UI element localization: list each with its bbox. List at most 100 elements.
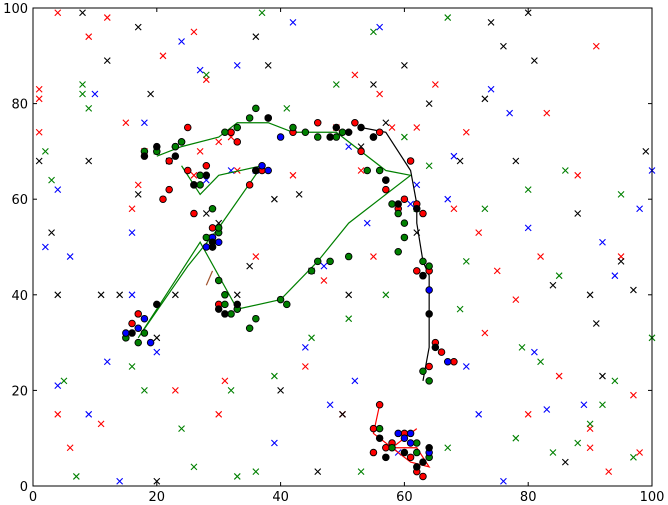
cross-point-red xyxy=(85,33,93,41)
track-marker-black xyxy=(382,453,390,462)
track-marker-green xyxy=(252,104,260,113)
track-marker-green xyxy=(221,300,229,309)
cross-point-blue xyxy=(345,143,353,151)
cross-point-black xyxy=(79,9,86,17)
track-marker-black xyxy=(369,133,378,141)
cross-point-black xyxy=(345,291,353,299)
cross-point-red xyxy=(54,9,62,17)
track-marker-green xyxy=(400,233,409,242)
track-marker-green xyxy=(394,209,402,218)
cross-point-green xyxy=(549,449,557,456)
cross-point-green xyxy=(524,186,532,194)
track-marker-black xyxy=(425,444,433,452)
cross-point-black xyxy=(574,210,582,217)
cross-point-green xyxy=(444,14,452,21)
track-marker-black xyxy=(419,458,427,466)
cross-point-blue xyxy=(363,219,371,227)
cross-point-blue xyxy=(611,272,619,280)
track-marker-green xyxy=(388,444,396,452)
cross-point-green xyxy=(518,343,526,351)
track-marker-green xyxy=(196,171,204,180)
cross-point-green xyxy=(537,358,544,366)
cross-point-blue xyxy=(141,119,148,127)
cross-point-blue xyxy=(54,186,62,194)
track-marker-green xyxy=(283,300,291,309)
cross-point-green xyxy=(357,468,365,476)
cross-point-blue xyxy=(54,382,62,390)
cross-point-blue xyxy=(636,205,644,213)
cross-point-black xyxy=(512,157,520,165)
y-tick-labels: 0 20 40 60 80 100 xyxy=(3,2,28,495)
cross-point-black xyxy=(524,9,532,17)
plot-background xyxy=(33,8,652,486)
cross-point-red xyxy=(190,28,198,36)
cross-point-green xyxy=(258,9,266,17)
track-marker-blue xyxy=(264,166,272,175)
track-line-4 xyxy=(205,270,214,286)
cross-point-blue xyxy=(153,348,161,356)
track-marker-blue xyxy=(140,314,149,323)
y-tick-label: 20 xyxy=(11,384,28,399)
track-marker-red xyxy=(134,310,142,318)
track-markers xyxy=(122,104,458,481)
track-marker-green xyxy=(289,123,297,132)
track-marker-red xyxy=(375,400,384,409)
track-marker-green xyxy=(196,181,204,189)
cross-point-black xyxy=(481,95,489,103)
cross-point-green xyxy=(345,315,353,323)
track-marker-red xyxy=(406,453,415,462)
cross-point-red xyxy=(493,267,501,275)
cross-point-black xyxy=(370,81,377,88)
track-marker-red xyxy=(425,362,433,371)
cross-point-black xyxy=(401,61,408,69)
cross-point-black xyxy=(295,191,303,198)
track-marker-blue xyxy=(134,324,142,333)
track-marker-green xyxy=(177,138,186,146)
x-tick-label: 100 xyxy=(640,490,665,505)
x-tick-label: 60 xyxy=(396,490,413,505)
cross-point-blue xyxy=(407,200,414,208)
cross-point-blue xyxy=(506,109,514,117)
track-marker-black xyxy=(202,171,211,180)
track-marker-red xyxy=(183,166,192,175)
x-tick-label: 40 xyxy=(272,490,289,505)
cross-point-green xyxy=(233,473,241,480)
cross-point-blue xyxy=(178,38,185,45)
cross-point-red xyxy=(289,171,297,179)
cross-point-red xyxy=(462,128,470,136)
track-marker-red xyxy=(382,444,390,452)
cross-point-red xyxy=(450,205,458,213)
cross-point-green xyxy=(252,468,260,476)
cross-point-black xyxy=(456,157,464,165)
cross-point-black xyxy=(314,468,322,476)
cross-point-blue xyxy=(599,238,606,246)
cross-point-black xyxy=(630,286,637,294)
cross-point-blue xyxy=(128,229,136,237)
cross-point-black xyxy=(171,291,179,299)
track-marker-black xyxy=(208,243,217,251)
track-marker-black xyxy=(400,448,409,457)
cross-point-green xyxy=(401,133,408,141)
track-marker-blue xyxy=(394,429,402,438)
cross-point-green xyxy=(382,291,390,299)
cross-point-black xyxy=(252,33,260,41)
track-marker-black xyxy=(375,434,384,442)
cross-point-red xyxy=(97,420,105,428)
track-marker-black xyxy=(233,300,242,309)
track-marker-red xyxy=(357,147,365,156)
track-marker-black xyxy=(153,300,161,309)
track-marker-black xyxy=(413,205,421,213)
cross-point-green xyxy=(85,104,93,112)
track-marker-green xyxy=(419,257,427,266)
cross-point-red xyxy=(537,253,544,260)
cross-point-green xyxy=(60,377,68,385)
cross-point-red xyxy=(605,468,613,476)
cross-point-red xyxy=(159,52,167,60)
track-marker-red xyxy=(419,472,427,481)
x-tick-labels: 0 20 40 60 80 100 xyxy=(29,490,665,505)
track-marker-blue xyxy=(258,161,266,170)
cross-point-red xyxy=(134,181,142,189)
cross-point-green xyxy=(332,81,340,88)
track-marker-red xyxy=(419,209,427,218)
track-marker-green xyxy=(252,314,260,323)
